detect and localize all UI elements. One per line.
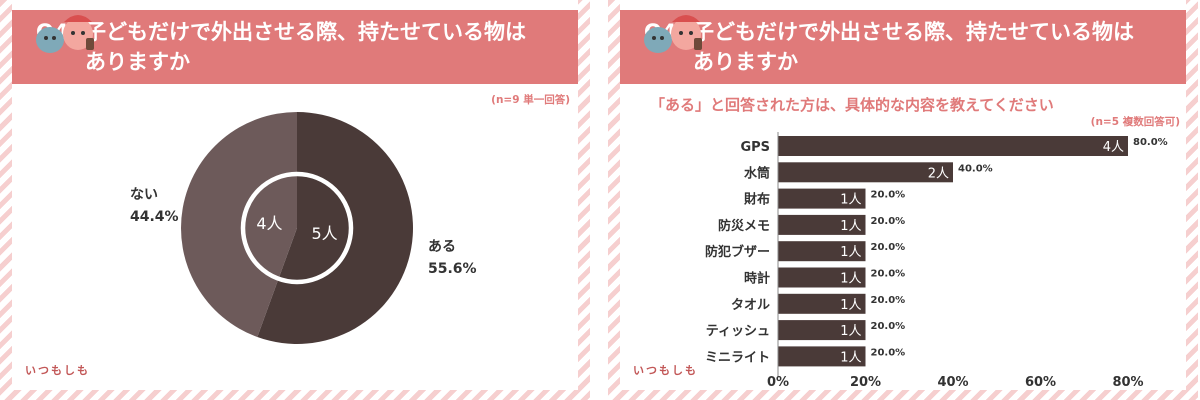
bar-count-label: 1人	[840, 272, 861, 287]
bar-x-tick-label: 0%	[767, 375, 789, 390]
right-title-line1: 子どもだけで外出させる際、持たせている物は	[693, 20, 1134, 44]
bar-category-label: タオル	[731, 298, 770, 313]
bar-percent-label: 20.0%	[871, 295, 906, 306]
bar-percent-label: 20.0%	[871, 242, 906, 253]
bar-8	[778, 346, 866, 367]
bar-count-label: 4人	[1103, 140, 1124, 155]
bar-6	[778, 293, 866, 314]
bar-count-label: 1人	[840, 245, 861, 260]
pie-label-nai-name: ない	[130, 187, 158, 203]
pie-label-nai-percent: 44.4%	[130, 209, 179, 225]
right-title-bar: Q4. 子どもだけで外出させる際、持たせている物は ありますか	[620, 10, 1186, 84]
bar-category-label: 水筒	[744, 165, 770, 181]
pie-label-aru: ある 55.6%	[428, 236, 477, 280]
mascot-icon	[36, 15, 94, 53]
bar-percent-label: 20.0%	[871, 321, 906, 332]
bar-percent-label: 40.0%	[958, 163, 993, 174]
bar-count-label: 2人	[928, 166, 949, 181]
bar-5	[778, 267, 866, 288]
bar-0	[778, 136, 1128, 156]
right-sample-note: (n=5 複数回答可)	[1090, 116, 1180, 128]
bar-category-label: 財布	[743, 192, 770, 208]
bar-x-tick-label: 20%	[850, 375, 881, 390]
bar-1	[778, 162, 953, 183]
left-sample-note: (n=9 単一回答)	[491, 94, 570, 106]
bar-2	[778, 188, 866, 209]
bar-percent-label: 20.0%	[871, 216, 906, 227]
left-panel: Q4. 子どもだけで外出させる際、持たせている物は ありますか (n=9 単一回…	[0, 0, 590, 400]
bar-count-label: 1人	[840, 219, 861, 234]
bar-percent-label: 80.0%	[1133, 137, 1168, 148]
bar-3	[778, 214, 866, 235]
pie-count-label-0: 5人	[311, 224, 337, 243]
bar-category-label: 防犯ブザー	[705, 244, 770, 260]
bar-category-label: ティッシュ	[706, 324, 770, 339]
mascot-icon	[644, 15, 702, 53]
mascot-logo-text: いつもしも	[25, 364, 90, 377]
bar-count-label: 1人	[840, 298, 861, 313]
right-title-line2: ありますか	[693, 50, 798, 74]
bar-percent-label: 20.0%	[871, 347, 906, 358]
pie-chart: 5人 4人	[181, 112, 414, 344]
left-title-line2: ありますか	[85, 50, 190, 74]
right-panel: Q4. 子どもだけで外出させる際、持たせている物は ありますか 「ある」と回答さ…	[608, 0, 1198, 400]
bar-x-tick-label: 80%	[1112, 375, 1143, 390]
bar-count-label: 1人	[840, 324, 861, 339]
pie-label-nai: ない 44.4%	[130, 184, 179, 228]
bar-percent-label: 20.0%	[871, 269, 906, 280]
bar-category-label: GPS	[740, 140, 770, 155]
pie-label-aru-percent: 55.6%	[428, 261, 477, 277]
pie-center-ring	[240, 171, 354, 285]
bar-x-tick-label: 60%	[1025, 375, 1056, 390]
pie-slice-0	[257, 112, 414, 344]
pie-label-aru-name: ある	[428, 239, 456, 255]
bar-count-label: 1人	[840, 193, 861, 208]
bar-category-label: 防災メモ	[718, 218, 770, 234]
mascot-logo-text: いつもしも	[633, 364, 698, 377]
pie-count-label-1: 4人	[256, 214, 282, 233]
bar-chart: GPS 4人 80.0% 水筒 2人 40.0% 財布 1人 20.0% 防災メモ 1人 20.0% 防…	[705, 132, 1168, 390]
left-title-line1: 子どもだけで外出させる際、持たせている物は	[85, 20, 526, 44]
bar-category-label: 時計	[744, 271, 770, 287]
bar-category-label: ミニライト	[705, 350, 770, 365]
bar-count-label: 1人	[840, 350, 861, 365]
right-subtitle: 「ある」と回答された方は、具体的な内容を教えてください	[650, 96, 1054, 114]
left-panel-inner: Q4. 子どもだけで外出させる際、持たせている物は ありますか (n=9 単一回…	[12, 0, 578, 390]
pie-slice-1	[181, 112, 297, 338]
bar-4	[778, 241, 866, 262]
right-panel-inner: Q4. 子どもだけで外出させる際、持たせている物は ありますか 「ある」と回答さ…	[620, 0, 1186, 390]
bar-7	[778, 320, 866, 341]
bar-percent-label: 20.0%	[871, 190, 906, 201]
bar-x-tick-label: 40%	[937, 375, 968, 390]
